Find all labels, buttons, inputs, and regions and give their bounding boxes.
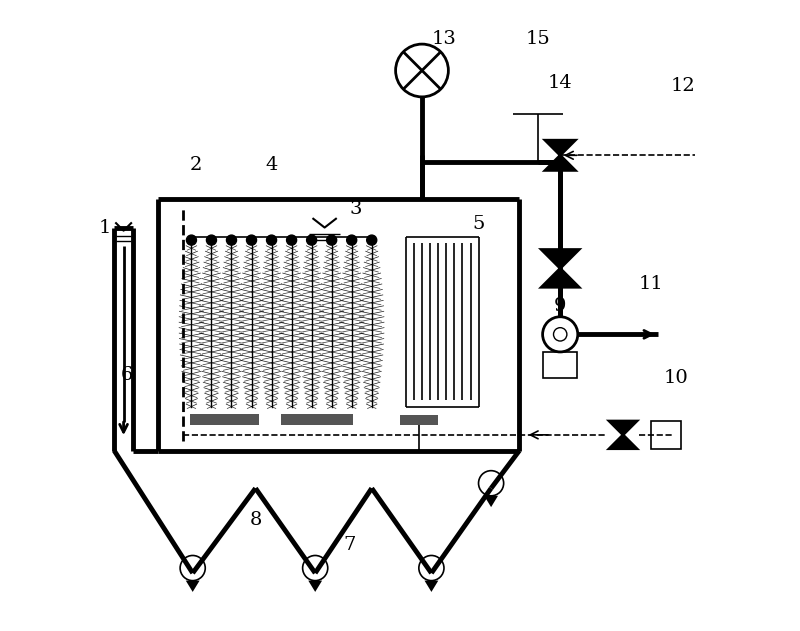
Text: 6: 6 (121, 366, 133, 384)
Circle shape (206, 235, 217, 245)
Text: 5: 5 (472, 215, 485, 233)
Text: 1: 1 (98, 218, 111, 237)
Text: 10: 10 (664, 369, 689, 387)
Text: 14: 14 (548, 74, 573, 92)
Polygon shape (542, 249, 579, 287)
Text: 7: 7 (343, 536, 356, 554)
Polygon shape (545, 140, 575, 170)
Circle shape (226, 235, 237, 245)
Polygon shape (308, 581, 322, 592)
Circle shape (266, 235, 277, 245)
Circle shape (186, 235, 197, 245)
Circle shape (246, 235, 257, 245)
Text: 4: 4 (265, 156, 278, 174)
Circle shape (326, 235, 337, 245)
Circle shape (286, 235, 297, 245)
Polygon shape (484, 496, 498, 507)
Text: 11: 11 (639, 275, 664, 293)
Text: 3: 3 (350, 199, 362, 218)
Polygon shape (186, 581, 199, 592)
Circle shape (306, 235, 317, 245)
Text: 13: 13 (431, 30, 457, 48)
Text: 2: 2 (190, 156, 202, 174)
Text: 9: 9 (554, 297, 566, 315)
Bar (651, 421, 682, 449)
Circle shape (366, 235, 377, 245)
Text: 12: 12 (670, 77, 695, 95)
Bar (543, 352, 578, 379)
Polygon shape (609, 421, 637, 449)
Bar (400, 415, 438, 425)
Circle shape (346, 235, 357, 245)
Bar (190, 414, 258, 425)
Text: 8: 8 (250, 510, 262, 529)
Text: 15: 15 (526, 30, 550, 48)
Bar (281, 414, 353, 425)
Polygon shape (425, 581, 438, 592)
